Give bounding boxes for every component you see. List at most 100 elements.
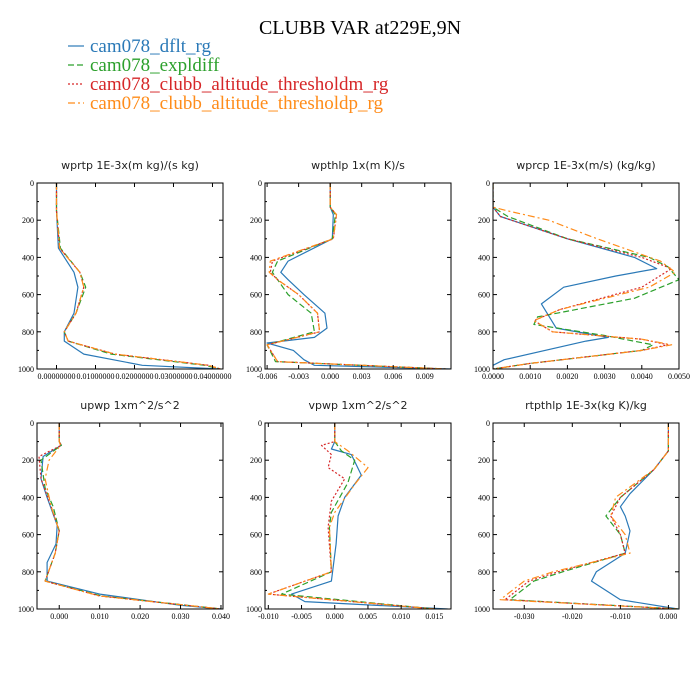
series-group xyxy=(267,423,448,609)
x-tick-label: 0.003 xyxy=(353,372,371,381)
y-tick-label: 1000 xyxy=(18,365,34,374)
x-tick-label: 0.005 xyxy=(359,612,377,621)
series-line-1 xyxy=(55,183,221,369)
series-line-3 xyxy=(493,183,673,369)
plot-frame xyxy=(264,422,452,610)
y-tick-label: 800 xyxy=(478,328,490,337)
series-line-4 xyxy=(44,423,222,609)
series-line-2 xyxy=(509,423,679,609)
series-group xyxy=(266,183,451,369)
panel-4: upwp 1xm^2/s^2 0 200 400 600 800 1000 0.000 0.01… xyxy=(18,399,230,621)
y-tick-label: 200 xyxy=(478,456,490,465)
x-tick-label: 0.030 xyxy=(172,612,190,621)
series-line-1 xyxy=(493,183,658,369)
series-line-4 xyxy=(266,183,446,369)
panel-5: vpwp 1xm^2/s^2 0 200 400 600 800 1000-0.010 -0.… xyxy=(246,399,452,621)
plot-frame xyxy=(264,182,452,370)
y-tick-label: 600 xyxy=(478,531,490,540)
x-tick-label: 0.00000000 xyxy=(37,372,75,381)
y-tick-label: 0 xyxy=(258,419,262,428)
y-tick-label: 400 xyxy=(478,253,490,262)
panel-1: wprtp 1E-3x(m kg)/(s kg) 0 200 400 600 800 100… xyxy=(18,159,231,381)
series-line-1 xyxy=(291,423,448,609)
x-tick-label: 0.03000000 xyxy=(154,372,192,381)
x-tick-label: 0.000 xyxy=(50,612,68,621)
panel-title: vpwp 1xm^2/s^2 xyxy=(308,399,407,412)
series-line-3 xyxy=(55,183,221,369)
panels: wprtp 1E-3x(m kg)/(s kg) 0 200 400 600 800 100… xyxy=(18,159,690,621)
y-tick-label: 200 xyxy=(22,456,34,465)
figure-title: CLUBB VAR at229E,9N xyxy=(259,17,461,39)
y-tick-label: 800 xyxy=(250,568,262,577)
x-tick-label: -0.020 xyxy=(562,612,583,621)
y-tick-label: 400 xyxy=(250,493,262,502)
y-tick-label: 0 xyxy=(486,179,490,188)
y-tick-label: 0 xyxy=(486,419,490,428)
x-tick-label: 0.0050 xyxy=(668,372,690,381)
y-tick-label: 0 xyxy=(258,179,262,188)
series-line-4 xyxy=(499,423,679,609)
y-tick-label: 200 xyxy=(250,216,262,225)
series-line-2 xyxy=(266,183,446,369)
y-tick-label: 800 xyxy=(22,328,34,337)
series-line-4 xyxy=(55,183,221,369)
y-tick-label: 600 xyxy=(478,291,490,300)
series-group xyxy=(38,423,222,609)
legend-label: cam078_clubb_altitude_thresholdm_rg xyxy=(90,74,389,95)
series-line-1 xyxy=(40,423,222,609)
x-tick-label: 0.010 xyxy=(392,612,410,621)
x-tick-label: 0.0010 xyxy=(519,372,541,381)
series-line-3 xyxy=(266,183,446,369)
series-line-2 xyxy=(493,183,679,369)
y-tick-label: 1000 xyxy=(474,605,490,614)
series-line-2 xyxy=(281,423,435,609)
series-group xyxy=(499,423,679,609)
y-tick-label: 600 xyxy=(22,291,34,300)
x-tick-label: 0.04000000 xyxy=(193,372,231,381)
x-tick-label: 0.01000000 xyxy=(76,372,114,381)
x-tick-label: -0.003 xyxy=(288,372,309,381)
x-tick-label: -0.006 xyxy=(257,372,278,381)
x-tick-label: 0.0000 xyxy=(482,372,504,381)
panel-6: rtpthlp 1E-3x(kg K)/kg 0 200 400 600 800 1000 -… xyxy=(474,399,680,621)
series-line-2 xyxy=(40,423,222,609)
x-tick-label: 0.006 xyxy=(384,372,402,381)
y-tick-label: 800 xyxy=(250,328,262,337)
series-line-4 xyxy=(267,423,435,609)
x-tick-label: 0.0030 xyxy=(594,372,616,381)
legend: cam078_dflt_rgcam078_expldiffcam078_club… xyxy=(68,36,389,114)
x-tick-label: 0.040 xyxy=(212,612,230,621)
y-tick-label: 600 xyxy=(250,531,262,540)
x-tick-label: 0.000 xyxy=(321,372,339,381)
y-tick-label: 400 xyxy=(478,493,490,502)
series-line-3 xyxy=(38,423,222,609)
y-tick-label: 0 xyxy=(30,419,34,428)
series-line-3 xyxy=(504,423,679,609)
y-tick-label: 600 xyxy=(22,531,34,540)
series-line-1 xyxy=(590,423,679,609)
y-tick-label: 600 xyxy=(250,291,262,300)
x-tick-label: -0.030 xyxy=(514,612,535,621)
x-tick-label: 0.0020 xyxy=(556,372,578,381)
x-tick-label: -0.010 xyxy=(610,612,631,621)
x-tick-label: 0.009 xyxy=(416,372,434,381)
y-tick-label: 1000 xyxy=(18,605,34,614)
panel-3: wprcp 1E-3x(m/s) (kg/kg) 0 200 400 600 800 100… xyxy=(474,159,690,381)
y-tick-label: 800 xyxy=(22,568,34,577)
plot-frame xyxy=(36,422,224,610)
legend-label: cam078_dflt_rg xyxy=(90,36,212,57)
panel-title: wpthlp 1x(m K)/s xyxy=(311,159,405,172)
x-tick-label: 0.015 xyxy=(425,612,443,621)
y-tick-label: 400 xyxy=(250,253,262,262)
series-line-3 xyxy=(267,423,435,609)
x-tick-label: 0.020 xyxy=(131,612,149,621)
y-tick-label: 200 xyxy=(22,216,34,225)
x-tick-label: 0.000 xyxy=(659,612,677,621)
y-tick-label: 800 xyxy=(478,568,490,577)
series-line-1 xyxy=(266,183,451,369)
x-tick-label: 0.02000000 xyxy=(115,372,153,381)
panel-2: wpthlp 1x(m K)/s 0 200 400 600 800 1000-0.006 -… xyxy=(246,159,452,381)
y-tick-label: 200 xyxy=(250,456,262,465)
x-tick-label: 0.0040 xyxy=(631,372,653,381)
series-group xyxy=(493,183,679,369)
